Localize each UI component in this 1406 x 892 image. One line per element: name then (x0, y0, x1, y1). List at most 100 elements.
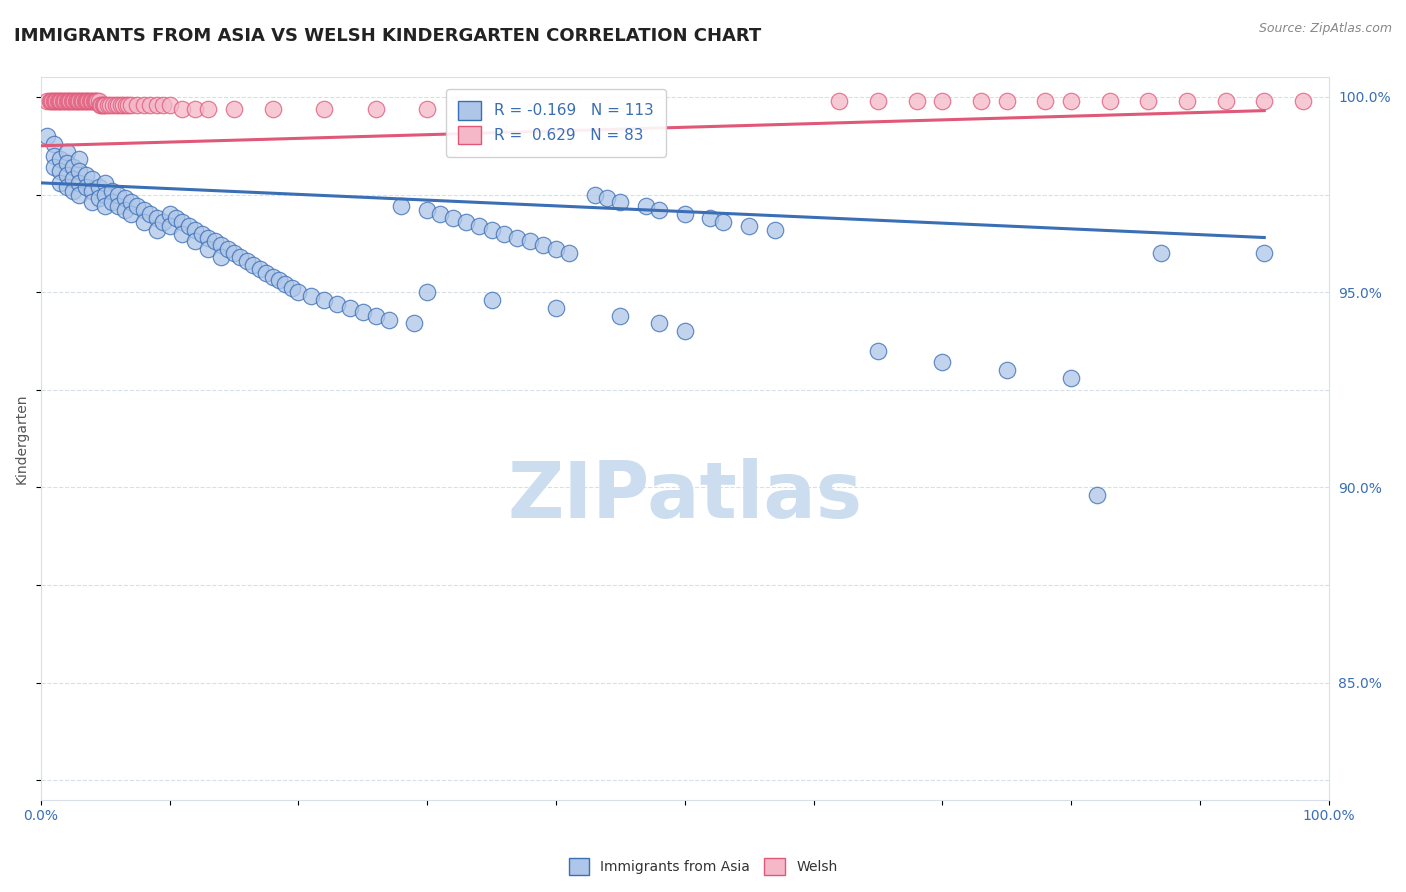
Point (1253, 246, 1275, 260)
Point (104, 97, 127, 112)
Point (159, 219, 181, 233)
Point (77, 94, 100, 108)
Point (49, 164, 72, 178)
Point (94, 176, 117, 190)
Point (94, 97, 117, 112)
Point (145, 97, 167, 112)
Point (699, 211, 721, 225)
Point (87, 192, 110, 206)
Point (52, 94, 75, 108)
Point (132, 203, 155, 218)
Point (866, 343, 889, 358)
Point (132, 215, 155, 229)
Point (42, 136, 65, 151)
Point (55, 145, 77, 159)
Point (114, 203, 136, 218)
Point (1253, 94, 1275, 108)
Point (67, 94, 90, 108)
Point (107, 97, 129, 112)
Point (62, 160, 84, 174)
Point (90, 97, 112, 112)
Point (45, 94, 67, 108)
Point (1137, 94, 1160, 108)
Point (41, 94, 63, 108)
Point (87, 94, 110, 108)
Point (416, 285, 439, 300)
Point (49, 94, 72, 108)
Point (38, 94, 60, 108)
Point (1033, 94, 1056, 108)
Point (441, 211, 464, 225)
Point (184, 235, 207, 249)
Point (242, 258, 264, 272)
Point (274, 277, 297, 292)
Point (416, 102, 439, 116)
Point (159, 97, 181, 112)
Point (100, 184, 122, 198)
Point (82, 184, 104, 198)
Point (93, 97, 115, 112)
Point (76, 94, 98, 108)
Point (37, 94, 59, 108)
Point (197, 242, 219, 256)
Point (84, 94, 107, 108)
Point (711, 215, 734, 229)
Point (55, 179, 77, 194)
Point (117, 97, 139, 112)
Point (42, 148, 65, 162)
Point (72, 94, 94, 108)
Point (236, 254, 259, 268)
Point (65, 94, 87, 108)
Point (184, 223, 207, 237)
Point (127, 97, 149, 112)
Point (165, 211, 187, 225)
Point (37, 128, 59, 143)
Point (204, 235, 226, 249)
Point (254, 266, 277, 280)
Point (596, 192, 619, 206)
Point (544, 242, 567, 256)
Point (326, 297, 349, 311)
Point (83, 94, 105, 108)
Point (609, 195, 631, 210)
Point (69, 94, 91, 108)
Point (209, 238, 232, 252)
Point (738, 219, 761, 233)
Point (63, 94, 86, 108)
Y-axis label: Kindergarten: Kindergarten (15, 393, 30, 483)
Point (53, 94, 76, 108)
Point (416, 203, 439, 218)
Point (60, 94, 83, 108)
Point (145, 223, 167, 237)
Point (49, 153, 72, 167)
Point (69, 176, 91, 190)
Point (48, 94, 70, 108)
Legend: Immigrants from Asia, Welsh: Immigrants from Asia, Welsh (562, 853, 844, 880)
Point (75, 94, 97, 108)
Text: Source: ZipAtlas.com: Source: ZipAtlas.com (1258, 22, 1392, 36)
Point (636, 199, 658, 213)
Point (44, 94, 66, 108)
Point (107, 187, 129, 202)
Point (364, 309, 387, 323)
Text: ZIPatlas: ZIPatlas (508, 458, 862, 534)
Point (866, 94, 889, 108)
Point (82, 195, 104, 210)
Point (191, 227, 214, 241)
Point (70, 94, 93, 108)
Point (519, 235, 541, 249)
Point (1292, 94, 1315, 108)
Point (609, 309, 631, 323)
Point (583, 187, 606, 202)
Point (53, 94, 76, 108)
Point (145, 211, 167, 225)
Point (159, 207, 181, 221)
Point (314, 293, 336, 307)
Point (55, 156, 77, 170)
Point (217, 242, 239, 256)
Point (931, 94, 953, 108)
Point (197, 230, 219, 244)
Point (89, 97, 111, 112)
Point (172, 215, 194, 229)
Point (389, 199, 412, 213)
